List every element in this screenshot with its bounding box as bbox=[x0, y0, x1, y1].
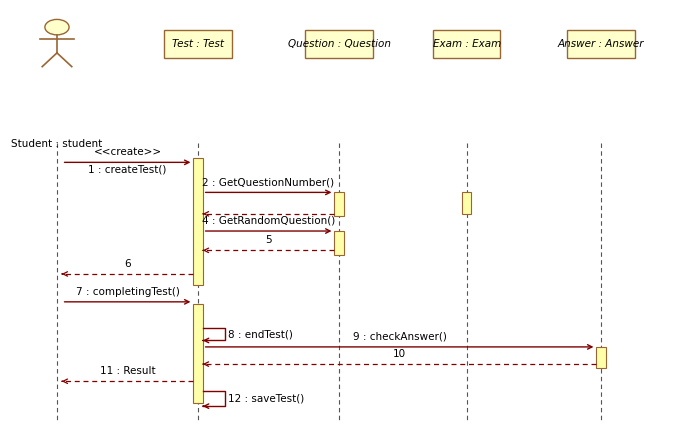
FancyBboxPatch shape bbox=[568, 30, 635, 58]
Text: 2 : GetQuestionNumber(): 2 : GetQuestionNumber() bbox=[202, 177, 335, 187]
FancyBboxPatch shape bbox=[335, 231, 344, 254]
FancyBboxPatch shape bbox=[596, 347, 606, 368]
Text: 8 : endTest(): 8 : endTest() bbox=[228, 329, 293, 339]
Text: Student : student: Student : student bbox=[12, 139, 102, 149]
Text: Answer : Answer: Answer : Answer bbox=[558, 39, 644, 49]
Text: Exam : Exam: Exam : Exam bbox=[432, 39, 501, 49]
Text: Test : Test: Test : Test bbox=[172, 39, 224, 49]
FancyBboxPatch shape bbox=[305, 30, 373, 58]
Text: 9 : checkAnswer(): 9 : checkAnswer() bbox=[352, 332, 447, 342]
FancyBboxPatch shape bbox=[462, 192, 471, 214]
Text: 7 : completingTest(): 7 : completingTest() bbox=[76, 287, 180, 297]
Circle shape bbox=[45, 19, 69, 35]
Text: 11 : Result: 11 : Result bbox=[100, 366, 155, 376]
Text: 5: 5 bbox=[265, 235, 272, 245]
Text: 4 : GetRandomQuestion(): 4 : GetRandomQuestion() bbox=[202, 216, 335, 226]
Text: 6: 6 bbox=[124, 259, 131, 269]
Text: <<create>>: <<create>> bbox=[94, 147, 162, 157]
Text: Question : Question: Question : Question bbox=[288, 39, 391, 49]
FancyBboxPatch shape bbox=[433, 30, 500, 58]
Text: 10: 10 bbox=[393, 349, 406, 359]
Text: 12 : saveTest(): 12 : saveTest() bbox=[228, 394, 305, 403]
FancyBboxPatch shape bbox=[165, 30, 232, 58]
Text: 1 : createTest(): 1 : createTest() bbox=[88, 165, 167, 175]
FancyBboxPatch shape bbox=[193, 304, 203, 403]
FancyBboxPatch shape bbox=[335, 192, 344, 216]
FancyBboxPatch shape bbox=[193, 158, 203, 285]
